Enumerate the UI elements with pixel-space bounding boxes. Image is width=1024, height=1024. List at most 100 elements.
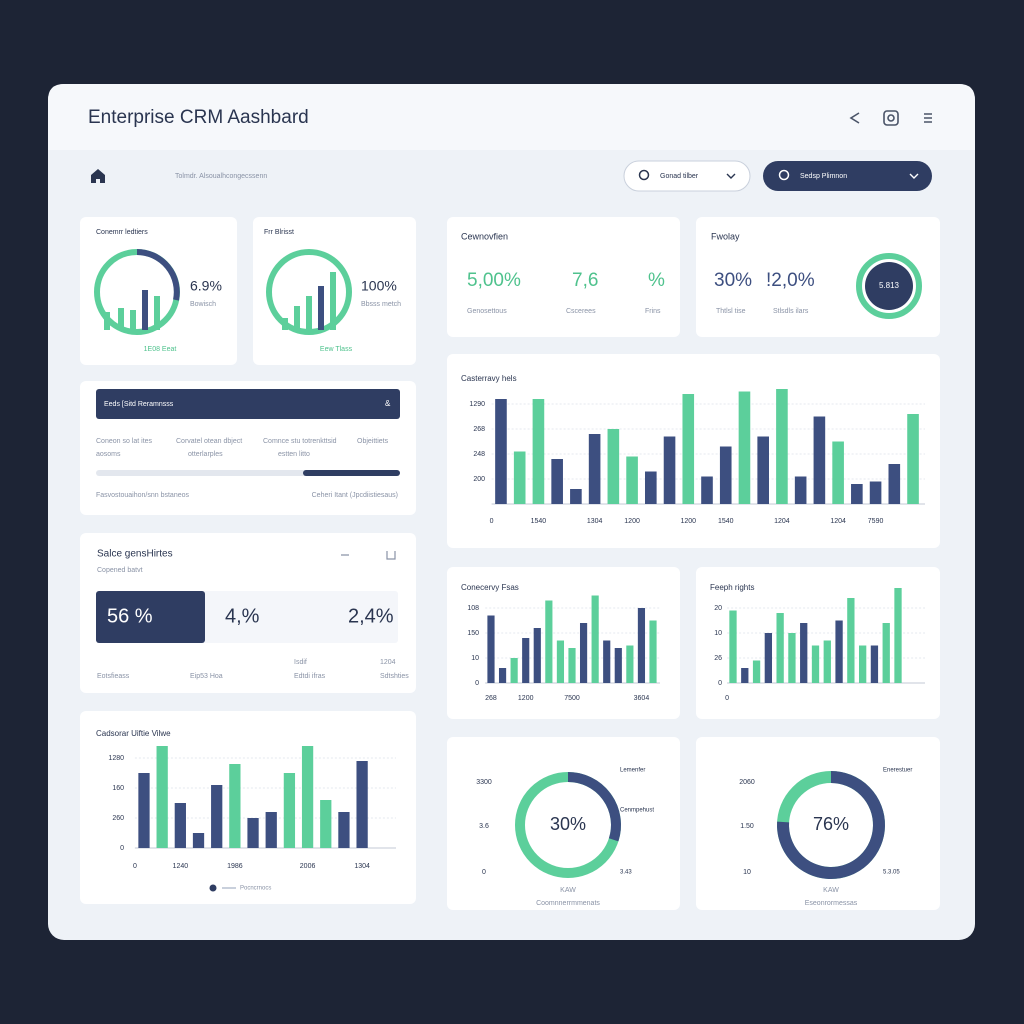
bar [247,818,259,848]
x-tick-label: 1540 [531,518,547,525]
label: Fwolay [711,231,740,241]
deco-bar [294,306,300,330]
label: Genosettous [467,308,507,315]
badge [865,262,913,310]
label: Cewnovfien [461,231,508,241]
bar [800,623,808,683]
y-tick-label: 0 [718,680,722,687]
y-tick-label: 0 [120,845,124,852]
home-icon[interactable] [91,169,105,183]
donut-label: 76% [813,814,849,834]
y-tick-label: 160 [112,785,124,792]
label: 0 [482,869,486,876]
bar [265,812,277,848]
bar [510,658,518,683]
bar [788,633,796,683]
label: Stlsdls ilars [773,308,809,315]
header-icons [849,110,932,126]
bar [588,434,601,504]
x-tick-label: 1304 [587,518,603,525]
y-tick-label: 260 [112,815,124,822]
label: 1E08 Eeat [144,346,177,353]
deco-bar [330,272,336,330]
label: aosoms [96,451,121,458]
y-tick-label: 20 [714,605,722,612]
y-tick-label: 150 [467,630,479,637]
label: 3.43 [620,870,632,876]
filter-box[interactable] [623,160,751,192]
bar [649,620,657,683]
label: Eotsfieass [97,673,130,680]
x-tick-label: 1200 [624,518,640,525]
bar [591,595,599,683]
x-tick-label: 7590 [868,518,884,525]
bar [645,471,657,504]
label: 5,00% [467,270,521,291]
bar [522,638,530,683]
x-tick-label: 1200 [518,695,534,702]
bar [870,645,879,683]
label: Eew Tlass [320,346,353,353]
y-tick-label: 10 [714,630,722,637]
donut-arc [777,771,885,879]
bar [776,389,788,504]
label: Comnce stu totrenkttsid [263,438,337,445]
label: % [648,270,665,291]
bar [729,610,737,683]
label: Frins [645,308,661,315]
bar [301,746,314,848]
label: & [385,399,391,408]
progress-fill [303,470,400,476]
chart-title: Cadsorar Uiftie Vilwe [96,729,171,738]
bar [138,773,150,848]
bar [869,481,882,504]
bar [174,803,186,848]
segment-active[interactable] [96,591,205,643]
card [447,217,680,337]
label: Lemenfer [620,768,645,774]
label: Coomnnerrmmenats [536,900,600,907]
card [447,737,680,910]
label: 30% [714,270,752,291]
label: Isdif [294,659,307,666]
bar [533,628,541,683]
panel-header [96,389,400,419]
bar [607,429,620,504]
page-title: Enterprise CRM Aashbard [88,107,309,128]
label: Sdtshties [380,673,409,680]
share-icon[interactable] [849,112,860,124]
deco-bar [130,310,136,330]
gauge-arc [136,249,180,301]
label: !2,0% [766,270,815,291]
bar [741,668,749,683]
search-box[interactable] [763,161,932,191]
bar [570,489,582,504]
gauge-bars [104,290,160,330]
camera-icon[interactable] [883,110,899,126]
label: Ceheri Itant (Jpcdiistiesaus) [312,492,398,499]
chart-title: Conecervy Fsas [461,583,519,592]
bar [603,640,611,683]
badge-ring [856,253,922,319]
bar [626,456,638,504]
x-tick-label: 2006 [300,863,316,870]
chevron [726,173,736,179]
label: estten litto [278,451,310,458]
bar [738,391,751,504]
label: 7,6 [572,270,598,291]
x-tick-label: 268 [485,695,497,702]
bar [776,613,784,683]
x-tick-label: 1304 [354,863,370,870]
menu-icon[interactable] [924,113,932,123]
x-tick-label: 1240 [173,863,189,870]
bar [752,660,761,683]
camera-lens [887,114,895,122]
y-tick-label: 200 [473,476,485,483]
label: Tolmdr. Alsoualhcongecssenn [175,173,267,180]
bar [835,620,843,683]
bar [545,600,553,683]
bar [907,414,919,504]
label: 10 [743,869,751,876]
